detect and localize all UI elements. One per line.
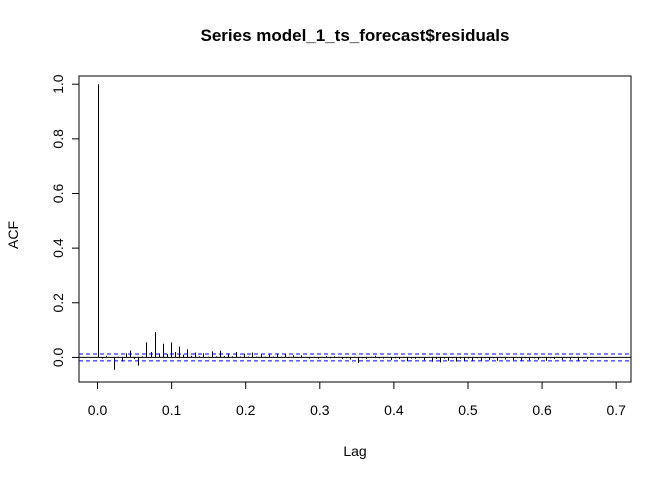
y-tick-label: 1.0 bbox=[50, 74, 66, 94]
x-axis-label: Lag bbox=[343, 443, 366, 459]
x-tick-label: 0.5 bbox=[458, 402, 478, 418]
y-tick-label: 0.8 bbox=[50, 129, 66, 149]
x-tick-label: 0.7 bbox=[606, 402, 626, 418]
y-axis: 0.0 0.2 0.4 0.6 0.8 1.0 bbox=[50, 74, 80, 367]
y-tick-label: 0.2 bbox=[50, 293, 66, 313]
x-tick-label: 0.6 bbox=[532, 402, 552, 418]
y-axis-label: ACF bbox=[5, 221, 21, 249]
x-tick-label: 0.3 bbox=[310, 402, 330, 418]
plot-frame bbox=[78, 75, 632, 383]
chart-title: Series model_1_ts_forecast$residuals bbox=[200, 26, 509, 45]
y-tick-label: 0.6 bbox=[50, 184, 66, 204]
x-tick-label: 0.0 bbox=[88, 402, 108, 418]
x-axis: 0.0 0.1 0.2 0.3 0.4 0.5 0.6 0.7 bbox=[88, 381, 626, 418]
y-tick-label: 0.4 bbox=[50, 238, 66, 258]
x-tick-label: 0.1 bbox=[162, 402, 182, 418]
reference-lines bbox=[79, 353, 631, 362]
x-tick-label: 0.4 bbox=[384, 402, 404, 418]
y-tick-label: 0.0 bbox=[50, 347, 66, 367]
x-tick-label: 0.2 bbox=[236, 402, 256, 418]
acf-bars bbox=[98, 84, 592, 370]
